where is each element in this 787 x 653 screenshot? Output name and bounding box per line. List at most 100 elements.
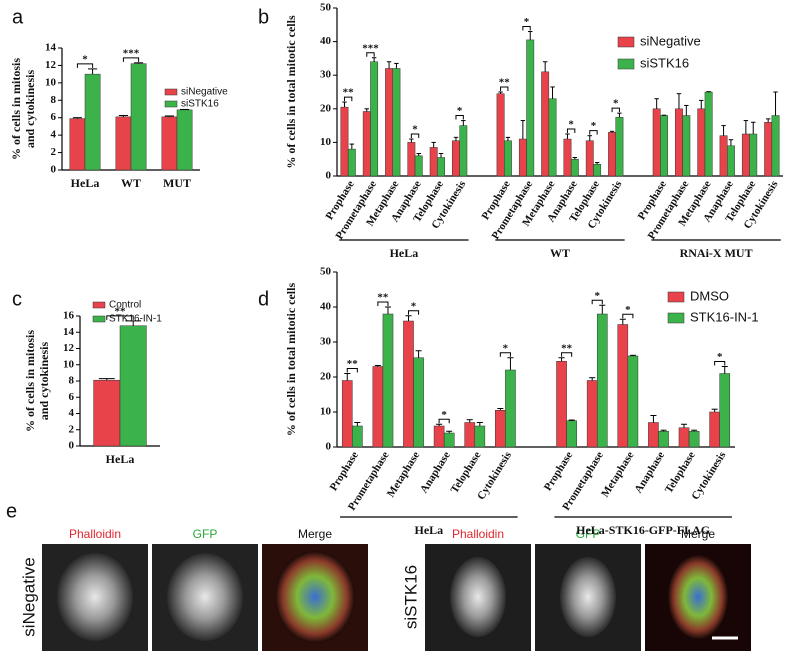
bar <box>741 133 750 177</box>
channel-label: Merge <box>681 527 715 541</box>
bar <box>119 325 147 447</box>
legend-swatch <box>92 315 106 323</box>
y-tick-label: 6 <box>69 391 75 403</box>
y-tick-label: 0 <box>326 441 332 453</box>
channel-label: GFP <box>193 527 218 541</box>
bar <box>764 121 773 177</box>
bar <box>429 147 438 177</box>
legend-swatch <box>667 312 685 324</box>
panel-label: c <box>12 288 22 310</box>
y-tick-label: 0 <box>69 440 75 452</box>
significance-bracket <box>410 133 420 139</box>
y-tick-label: 30 <box>320 336 332 348</box>
bar <box>556 361 567 448</box>
legend-swatch <box>164 100 178 108</box>
bar <box>548 98 557 177</box>
bar <box>115 116 132 171</box>
y-axis-label: % of cells in total mitotic cells <box>284 283 298 437</box>
bar <box>84 73 101 171</box>
bar <box>678 427 690 448</box>
cell <box>668 555 728 639</box>
significance-bracket <box>377 301 389 306</box>
bar <box>675 108 683 177</box>
significance-label: ** <box>347 358 359 370</box>
bar <box>130 63 147 171</box>
significance-label: * <box>441 409 447 421</box>
x-tick-label: Telophase <box>663 449 698 495</box>
bar <box>586 380 598 448</box>
panel-label: e <box>6 500 17 522</box>
y-axis-label: % of cells in mitosis <box>23 330 37 432</box>
legend-label: siSTK16 <box>640 55 689 70</box>
group-label: HeLa <box>415 523 444 537</box>
x-tick-label: Prophase <box>542 449 575 493</box>
bar <box>443 432 455 448</box>
significance-bracket <box>561 352 573 357</box>
y-tick-label: 10 <box>320 406 332 418</box>
significance-bracket <box>122 57 140 62</box>
legend-swatch <box>617 58 635 70</box>
significance-bracket <box>343 96 353 102</box>
significance-label: ** <box>343 87 355 99</box>
bar <box>347 148 356 177</box>
legend-label: STK16-IN-1 <box>109 314 162 325</box>
x-tick-label: HeLa <box>106 452 135 466</box>
significance-bracket <box>566 128 576 133</box>
bar <box>541 71 550 177</box>
bar <box>648 422 659 448</box>
significance-bracket <box>500 86 509 91</box>
bar <box>392 68 401 177</box>
y-tick-label: 4 <box>69 407 75 419</box>
cell <box>167 553 243 641</box>
bar <box>496 93 505 177</box>
significance-bracket <box>346 368 358 373</box>
bar <box>749 133 758 177</box>
bar <box>382 313 394 448</box>
y-axis-label: and cytokinesis <box>37 341 51 420</box>
bar <box>719 135 728 177</box>
y-tick-label: 10 <box>63 358 75 370</box>
legend-swatch <box>667 291 685 303</box>
y-tick-label: 0 <box>51 164 57 176</box>
significance-label: * <box>457 105 463 117</box>
bar <box>719 373 731 448</box>
cell <box>275 551 355 643</box>
significance-label: * <box>613 98 619 110</box>
group-label: RNAi-X MUT <box>680 246 753 260</box>
bar <box>709 411 720 448</box>
bar <box>771 115 780 177</box>
bar <box>370 61 379 177</box>
significance-bracket <box>455 115 464 120</box>
bar <box>403 320 414 448</box>
y-tick-label: 40 <box>320 301 332 313</box>
bar <box>413 357 424 448</box>
row-label: siSTK16 <box>401 565 420 629</box>
cell <box>450 557 506 637</box>
channel-label: Merge <box>298 527 332 541</box>
bar <box>660 115 668 177</box>
bar <box>697 108 706 177</box>
group-label: HeLa <box>390 246 419 260</box>
significance-bracket <box>611 107 620 113</box>
bar <box>504 140 512 177</box>
significance-label: * <box>412 124 418 136</box>
y-tick-label: 8 <box>51 94 57 106</box>
cell <box>560 557 616 637</box>
bar <box>452 140 460 177</box>
bar <box>570 158 579 177</box>
legend-swatch <box>164 88 178 96</box>
panel-label: b <box>258 6 269 28</box>
y-tick-label: 20 <box>320 371 332 383</box>
y-axis-label: % of cells in total mitotic cells <box>284 15 298 169</box>
bar <box>372 366 384 448</box>
channel-label: GFP <box>576 527 601 541</box>
y-tick-label: 14 <box>63 326 75 338</box>
significance-label: * <box>411 300 417 312</box>
y-tick-label: 50 <box>320 266 332 278</box>
legend-label: siNegative <box>640 33 701 48</box>
bar <box>161 116 178 171</box>
bar <box>474 425 486 448</box>
significance-bracket <box>366 52 375 57</box>
significance-bracket <box>407 310 420 315</box>
